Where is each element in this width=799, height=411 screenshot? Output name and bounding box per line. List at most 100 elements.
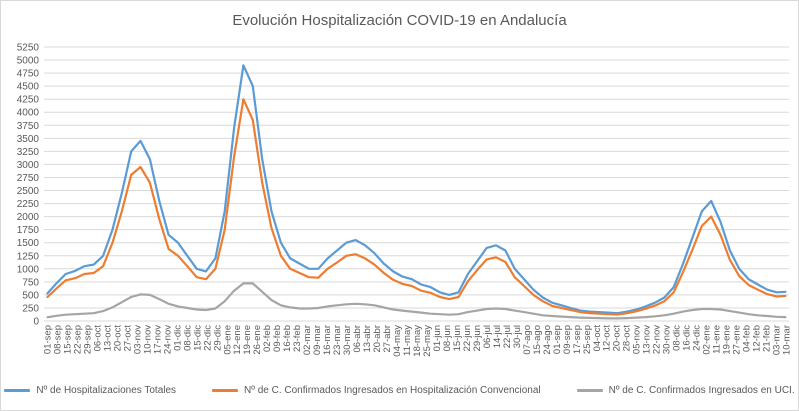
data-point xyxy=(588,311,591,313)
x-tick-label: 16-dic xyxy=(682,325,693,351)
x-tick-label: 29-dic xyxy=(212,325,223,351)
data-point xyxy=(542,296,544,299)
data-point xyxy=(766,293,768,295)
data-point xyxy=(111,242,114,244)
x-tick-label: 30-mar xyxy=(342,325,353,355)
data-point xyxy=(560,304,563,306)
data-point xyxy=(401,309,404,312)
data-point xyxy=(635,308,637,311)
x-tick-label: 22-sep xyxy=(72,325,83,354)
data-point xyxy=(270,210,273,212)
y-tick-label: 2250 xyxy=(17,199,40,210)
series-line-1 xyxy=(46,98,787,316)
data-point xyxy=(149,158,151,160)
x-tick-label: 01-sep xyxy=(552,325,563,354)
data-point xyxy=(373,304,376,306)
data-point xyxy=(252,85,254,87)
x-tick-label: 12-feb xyxy=(752,325,763,352)
data-point xyxy=(130,150,132,152)
data-point xyxy=(298,272,301,274)
data-point xyxy=(261,291,263,293)
data-point xyxy=(327,257,329,259)
data-point xyxy=(355,303,357,305)
data-point xyxy=(429,286,432,288)
data-point xyxy=(663,314,665,316)
data-point xyxy=(682,311,684,313)
x-tick-label: 24-dic xyxy=(692,325,703,351)
data-point xyxy=(785,291,787,293)
data-point xyxy=(383,272,385,274)
legend-item-totales: Nº de Hospitalizaciones Totales xyxy=(4,385,176,396)
data-point xyxy=(457,291,460,293)
data-point xyxy=(252,119,254,121)
data-point xyxy=(242,98,245,100)
data-point xyxy=(747,278,750,280)
data-point xyxy=(719,308,722,311)
y-tick-label: 250 xyxy=(22,303,39,314)
data-point xyxy=(270,227,273,229)
x-tick-label: 23-mar xyxy=(332,325,343,355)
x-tick-label: 10-nov xyxy=(142,325,153,354)
y-tick-label: 2000 xyxy=(17,212,40,223)
data-point xyxy=(429,313,432,315)
data-point xyxy=(355,239,357,241)
legend-swatch-totales xyxy=(4,388,31,392)
data-point xyxy=(495,256,497,258)
data-point xyxy=(111,229,114,231)
y-tick-label: 750 xyxy=(22,277,39,288)
data-point xyxy=(626,312,628,314)
data-point xyxy=(289,257,291,259)
legend: Nº de Hospitalizaciones Totales Nº de C.… xyxy=(0,381,799,399)
x-tick-label: 04-may xyxy=(392,325,403,357)
data-point xyxy=(205,309,207,311)
data-point xyxy=(121,210,123,212)
y-tick-label: 5000 xyxy=(17,56,40,67)
data-point xyxy=(383,262,385,265)
x-tick-label: 01-dic xyxy=(172,325,183,351)
data-point xyxy=(785,316,787,318)
data-point xyxy=(523,285,525,287)
data-point xyxy=(317,307,319,309)
data-point xyxy=(158,218,160,220)
data-point xyxy=(476,260,478,262)
y-tick-label: 3750 xyxy=(17,121,40,132)
x-tick-label: 17-nov xyxy=(152,325,163,354)
x-tick-label: 24-nov xyxy=(162,325,173,354)
data-point xyxy=(663,296,665,299)
data-point xyxy=(102,255,104,257)
data-point xyxy=(486,258,488,261)
x-tick-label: 03-mar xyxy=(772,325,783,355)
data-point xyxy=(617,313,619,316)
data-point xyxy=(607,317,609,319)
data-point xyxy=(364,244,366,246)
data-point xyxy=(663,300,665,302)
y-tick-label: 4750 xyxy=(17,69,40,80)
x-tick-label: 09-feb xyxy=(272,325,283,352)
data-point xyxy=(785,295,787,297)
x-tick-label: 11-may xyxy=(402,325,413,356)
data-point xyxy=(149,182,151,184)
y-tick-label: 2750 xyxy=(17,173,40,184)
x-tick-label: 17-sep xyxy=(572,325,583,354)
x-tick-label: 06-abr xyxy=(352,325,363,352)
data-point xyxy=(467,273,469,275)
data-point xyxy=(327,268,329,270)
data-point xyxy=(579,317,581,319)
x-tick-label: 04-feb xyxy=(742,325,753,352)
data-point xyxy=(682,271,684,273)
data-point xyxy=(588,312,591,314)
data-point xyxy=(158,200,160,202)
data-point xyxy=(355,253,357,255)
data-point xyxy=(345,242,347,244)
data-point xyxy=(205,278,207,280)
data-point xyxy=(308,268,310,270)
data-point xyxy=(93,312,95,314)
data-point xyxy=(364,257,366,259)
legend-swatch-uci xyxy=(576,388,603,392)
data-point xyxy=(158,298,160,300)
x-tick-label: 01-sep xyxy=(43,325,54,354)
data-point xyxy=(495,244,497,246)
x-tick-label: 18-may xyxy=(412,325,423,357)
data-point xyxy=(673,291,675,293)
data-point xyxy=(177,305,179,307)
